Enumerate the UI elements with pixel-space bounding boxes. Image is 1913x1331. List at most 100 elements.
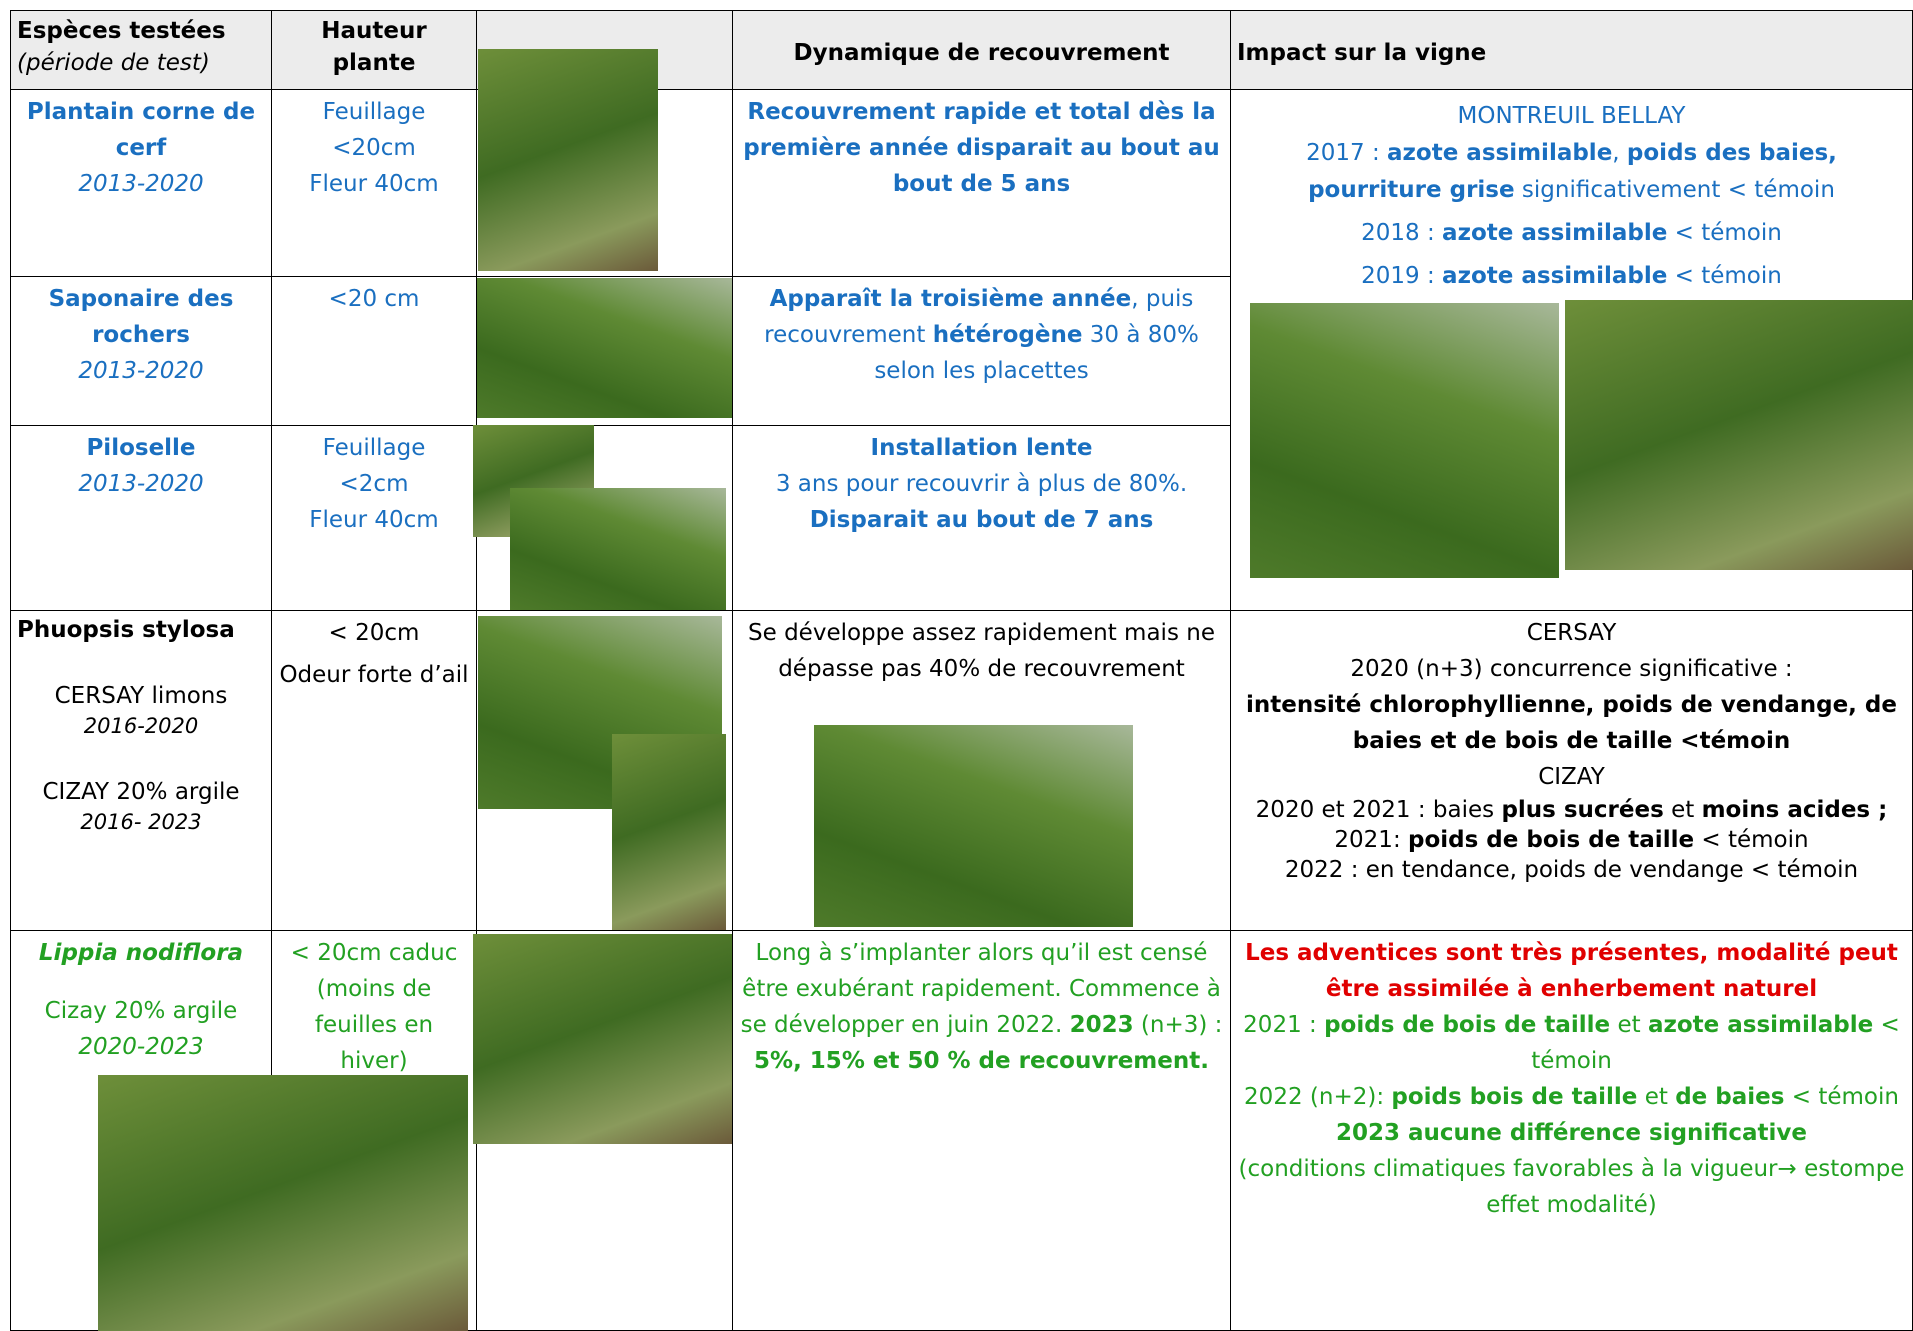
text: et (1663, 797, 1702, 823)
text: Impact sur la vigne (1237, 40, 1487, 66)
line: 2019 : azote assimilable < témoin (1237, 258, 1906, 295)
text: 2013-2020 (78, 358, 204, 384)
text: 2023 aucune différence significative (1335, 1120, 1807, 1146)
header-impact: Impact sur la vigne (1230, 10, 1913, 90)
text: azote assimilable (1387, 140, 1613, 166)
text: Saponaire des rochers (48, 286, 234, 348)
text: Apparaît la troisième année (769, 286, 1132, 312)
dynamics-cell: Long à s’implanter alors qu’il est censé… (732, 930, 1231, 1331)
species-cell: Phuopsis stylosa CERSAY limons 2016-2020 CI… (10, 610, 272, 931)
text: Fleur 40cm (309, 507, 439, 533)
text: , (1612, 140, 1627, 166)
height-cell: < 20cm Odeur forte d’ail (271, 610, 477, 931)
header-dynamics: Dynamique de recouvrement (732, 10, 1231, 90)
text: 2020 (n+3) concurrence significative : (1350, 656, 1793, 682)
text: < 20cm (328, 620, 420, 646)
text: moins acides ; (1701, 797, 1888, 823)
header-height: Hauteur plante (271, 10, 477, 90)
header-species: Espèces testées (période de test) (10, 10, 272, 90)
text: Recouvrement rapide et total dès la prem… (743, 99, 1220, 197)
text: azote assimilable (1442, 220, 1668, 246)
text: azote assimilable (1647, 1012, 1874, 1038)
text: 2016-2020 (83, 714, 199, 738)
photo (98, 1075, 468, 1331)
photo (510, 488, 726, 610)
text: Se développe assez rapidement mais ne dé… (748, 620, 1215, 682)
text: Hauteur plante (321, 18, 427, 76)
height-cell: Feuillage <20cm Fleur 40cm (271, 89, 477, 277)
text: de baies (1675, 1084, 1785, 1110)
text: <2cm (339, 471, 409, 497)
text: < témoin (1784, 1084, 1899, 1110)
text: Plantain corne de cerf (26, 99, 256, 161)
text: < témoin (1531, 1012, 1900, 1074)
text: plus sucrées (1501, 797, 1664, 823)
text: Installation lente (870, 435, 1093, 461)
text: 3 ans pour recouvrir à plus de 80%. (775, 471, 1188, 497)
text: 2023 (1069, 1012, 1134, 1038)
text: Phuopsis stylosa (17, 617, 235, 643)
text: (période de test) (17, 50, 210, 76)
text: 2019 : (1361, 263, 1443, 289)
species-cell: Lippia nodiflora Cizay 20% argile 2020-202… (10, 930, 272, 1331)
text: Odeur forte d’ail (279, 662, 469, 688)
text: Fleur 40cm (309, 171, 439, 197)
text: 2022 : en tendance, poids de vendange < … (1284, 857, 1859, 883)
photo (473, 934, 732, 1144)
text: Espèces testées (17, 18, 226, 44)
text: 2017 : (1306, 140, 1387, 166)
text: 2021: (1334, 827, 1408, 853)
photo (1250, 303, 1559, 578)
text: Disparait au bout de 7 ans (809, 507, 1154, 533)
photo (814, 725, 1133, 927)
dynamics-cell: Apparaît la troisième année, puis recouv… (732, 276, 1231, 426)
photo (1565, 300, 1913, 570)
line: 2022 (n+2): poids bois de taille et de b… (1237, 1079, 1906, 1115)
text: poids de bois de taille (1324, 1012, 1611, 1038)
text: CIZAY (1538, 764, 1605, 790)
text: et (1610, 1012, 1648, 1038)
text: Les adventices sont très présentes, moda… (1245, 940, 1898, 1002)
text: Feuillage (322, 99, 426, 125)
text: 2022 (n+2): (1244, 1084, 1392, 1110)
text: Lippia nodiflora (38, 940, 244, 966)
text: 2020-2023 (78, 1034, 204, 1060)
text: hétérogène (932, 322, 1083, 348)
text: Dynamique de recouvrement (793, 40, 1170, 66)
text: CERSAY limons (54, 683, 228, 709)
text: poids des baies, pourriture grise (1308, 140, 1837, 203)
text: , puis recouvrement (764, 286, 1194, 348)
impact-cell: CERSAY 2020 (n+3) concurrence significat… (1230, 610, 1913, 931)
text: < témoin (1667, 220, 1782, 246)
line: 2017 : azote assimilable, poids des baie… (1237, 135, 1906, 209)
text: 2013-2020 (78, 171, 204, 197)
text: 2013-2020 (78, 471, 204, 497)
text: (n+3) : (1133, 1012, 1223, 1038)
line: 2018 : azote assimilable < témoin (1237, 215, 1906, 252)
line: 2020 et 2021 : baies plus sucrées et moi… (1233, 795, 1910, 855)
photo (477, 278, 732, 418)
text: CERSAY (1526, 620, 1617, 646)
text: MONTREUIL BELLAY (1457, 103, 1686, 129)
text: 2021 : (1243, 1012, 1325, 1038)
text: Piloselle (86, 435, 196, 461)
dynamics-cell: Installation lente 3 ans pour recouvrir à… (732, 425, 1231, 611)
height-cell: Feuillage <2cm Fleur 40cm (271, 425, 477, 611)
text: poids bois de taille (1391, 1084, 1638, 1110)
line: 2021 : poids de bois de taille et azote … (1237, 1007, 1906, 1079)
photo (478, 49, 658, 271)
species-cell: Plantain corne de cerf 2013-2020 (10, 89, 272, 277)
dynamics-cell: Recouvrement rapide et total dès la prem… (732, 89, 1231, 277)
text: intensité chlorophyllienne, poids de ven… (1246, 692, 1897, 754)
text: 30 à 80% selon les placettes (874, 322, 1199, 384)
text: et (1637, 1084, 1676, 1110)
text: significativement < témoin (1514, 177, 1835, 203)
species-cell: Saponaire des rochers 2013-2020 (10, 276, 272, 426)
text: azote assimilable (1442, 263, 1668, 289)
text: Cizay 20% argile (44, 998, 238, 1024)
text: <20 cm (328, 286, 420, 312)
text: Long à s’implanter alors qu’il est censé… (740, 940, 1221, 1038)
text: < témoin (1667, 263, 1782, 289)
text: (conditions climatiques favorables à la … (1238, 1156, 1905, 1218)
